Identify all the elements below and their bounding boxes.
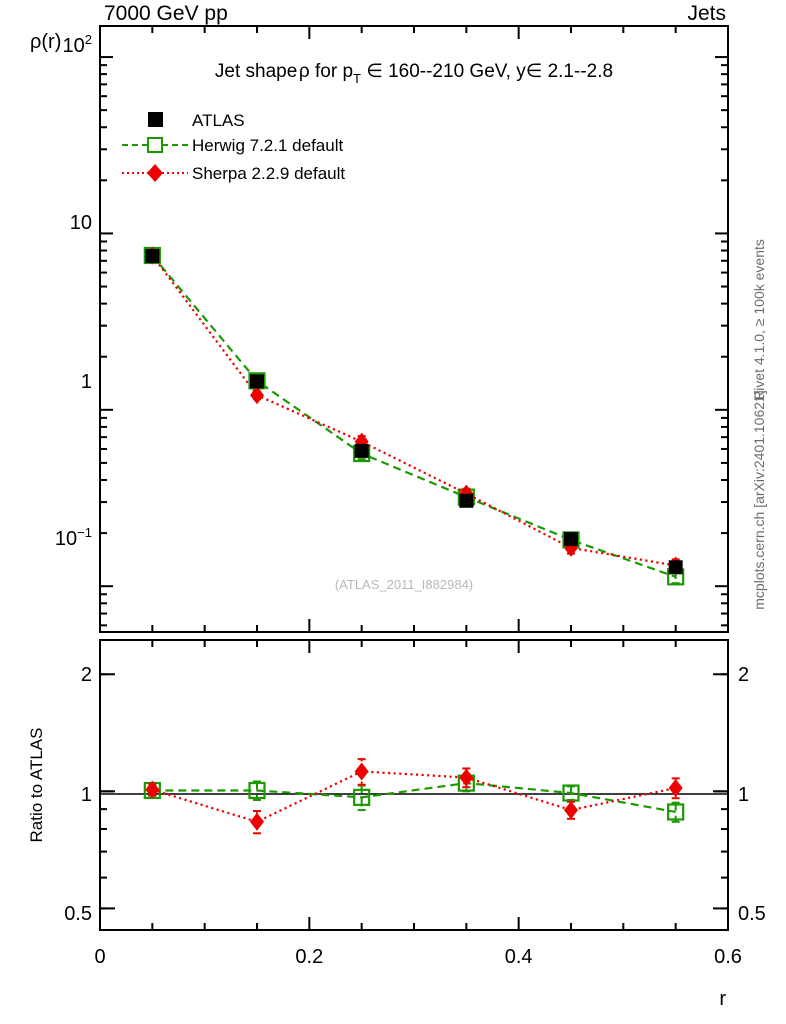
x-axis-ticks-main <box>99 26 729 632</box>
data-point <box>459 768 474 787</box>
series-herwig <box>143 774 685 823</box>
plot-title: Jet shape ρ for pT ∈ 160--210 GeV, y∈ 2.… <box>215 61 613 86</box>
ratio-panel: Ratio to ATLAS 2 1 0.5 2 1 0.5 0 0.2 0.4 0.… <box>27 639 766 1010</box>
y-tick-10: 10 <box>70 212 92 234</box>
x-axis-ticklabels: 0 0.2 0.4 0.6 <box>94 946 741 968</box>
data-point <box>562 784 580 802</box>
data-point <box>145 248 160 263</box>
ratio-tick-1-left: 1 <box>81 784 92 806</box>
x-tick-label-1: 0.2 <box>295 946 323 968</box>
y-axis-ticks-ratio <box>100 673 728 910</box>
data-point <box>354 762 369 781</box>
y-tick-100: 102 <box>63 32 92 57</box>
ratio-panel-frame <box>99 639 729 931</box>
legend-marker-sherpa <box>147 164 163 182</box>
data-point <box>353 788 371 806</box>
ratio-tick-0.5-right: 0.5 <box>738 903 766 925</box>
legend-marker-atlas <box>148 112 163 127</box>
legend-label-sherpa: Sherpa 2.2.9 default <box>192 164 345 183</box>
data-point <box>250 812 264 831</box>
data-point <box>459 493 474 508</box>
data-point <box>668 778 683 797</box>
data-point <box>248 781 266 800</box>
legend-marker-herwig <box>147 137 163 153</box>
series-herwig <box>143 246 685 586</box>
ratio-data-series <box>143 758 685 835</box>
legend-entry-sherpa: Sherpa 2.2.9 default <box>122 164 345 183</box>
y-axis-ticklabels-ratio-left: 2 1 0.5 <box>64 664 92 925</box>
main-panel: ρ(r) 102 10 1 10−1 Jet shape ρ for pT ∈ … <box>30 25 729 633</box>
legend-label-herwig: Herwig 7.2.1 default <box>192 136 343 155</box>
y-tick-0.1: 10−1 <box>55 525 92 550</box>
x-tick-label-0: 0 <box>94 946 105 968</box>
data-point <box>564 801 578 820</box>
data-point <box>250 374 264 389</box>
y-axis-label-ratio: Ratio to ATLAS <box>27 728 46 843</box>
watermark: (ATLAS_2011_I882984) <box>335 577 473 592</box>
series-sherpa <box>145 758 683 835</box>
ratio-tick-1-right: 1 <box>738 784 749 806</box>
data-point <box>145 780 160 799</box>
series-sherpa <box>145 246 683 575</box>
y-axis-ticklabels-main: 102 10 1 10−1 <box>55 32 92 550</box>
data-point <box>354 443 369 458</box>
legend-entry-herwig: Herwig 7.2.1 default <box>122 136 343 155</box>
data-point <box>668 560 683 575</box>
error-bar <box>462 767 471 789</box>
y-axis-ticklabels-ratio-right: 2 1 0.5 <box>738 664 766 925</box>
side-text-top: Rivet 4.1.0, ≥ 100k events <box>751 239 767 401</box>
data-point <box>564 532 578 547</box>
series-line <box>151 254 676 567</box>
header-left: 7000 GeV pp <box>104 2 228 25</box>
legend-entry-atlas: ATLAS <box>148 111 245 130</box>
x-axis-label: r <box>719 988 726 1010</box>
header-right: Jets <box>687 2 726 25</box>
x-tick-label-3: 0.6 <box>714 946 742 968</box>
series-line <box>151 254 677 578</box>
error-bar <box>671 777 680 800</box>
series-line <box>152 781 676 814</box>
y-tick-1: 1 <box>81 371 92 393</box>
side-text-bottom: mcplots.cern.ch [arXiv:2401.10621] <box>751 390 767 609</box>
ratio-tick-2-left: 2 <box>81 664 92 686</box>
legend: ATLAS Herwig 7.2.1 default Sherpa 2.2.9 … <box>122 111 345 183</box>
series-line <box>152 770 676 823</box>
data-point <box>667 803 685 821</box>
y-axis-ticks-main <box>100 56 728 627</box>
ratio-tick-0.5-left: 0.5 <box>64 903 92 925</box>
legend-label-atlas: ATLAS <box>192 111 245 130</box>
ratio-tick-2-right: 2 <box>738 664 749 686</box>
x-axis-ticks-ratio <box>99 640 729 930</box>
series-atlas <box>145 248 683 575</box>
data-point <box>250 386 264 405</box>
main-data-series <box>143 246 685 586</box>
x-tick-label-2: 0.4 <box>505 946 533 968</box>
y-axis-label-main: ρ(r) <box>30 31 61 53</box>
